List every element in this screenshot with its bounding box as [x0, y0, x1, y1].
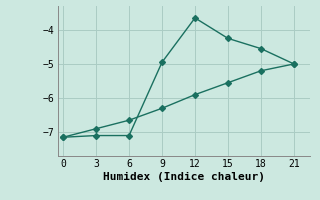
X-axis label: Humidex (Indice chaleur): Humidex (Indice chaleur): [103, 172, 265, 182]
